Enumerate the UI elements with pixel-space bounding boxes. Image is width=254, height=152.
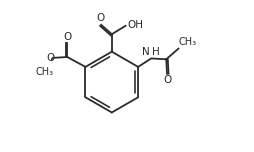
Text: O: O <box>96 13 104 23</box>
Text: H: H <box>151 47 159 57</box>
Text: CH₃: CH₃ <box>179 37 197 47</box>
Text: CH₃: CH₃ <box>35 67 54 77</box>
Text: OH: OH <box>127 20 143 30</box>
Text: O: O <box>64 32 72 42</box>
Text: O: O <box>163 75 172 85</box>
Text: O: O <box>46 53 54 63</box>
Text: N: N <box>142 47 150 57</box>
